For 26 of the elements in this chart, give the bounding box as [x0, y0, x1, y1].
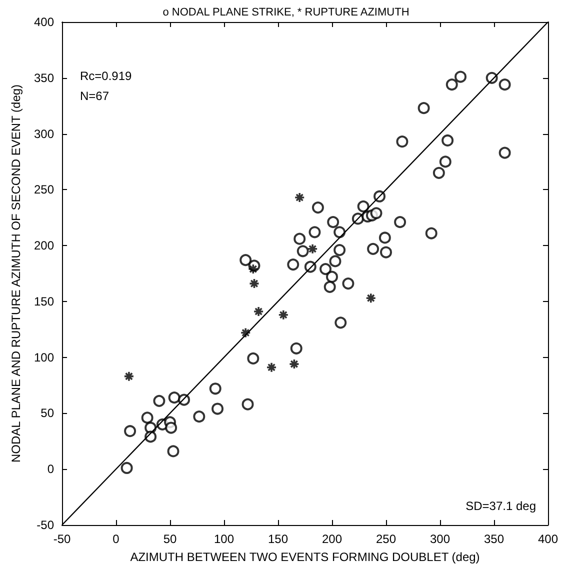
y-tick-label: 150 [34, 294, 54, 308]
x-tick-label: 100 [214, 532, 234, 546]
x-tick-label: 250 [376, 532, 396, 546]
x-axis-title: AZIMUTH BETWEEN TWO EVENTS FORMING DOUBLET (deg) [130, 550, 480, 564]
annotation: SD=37.1 deg [466, 499, 536, 513]
x-tick-label: 0 [112, 532, 120, 546]
y-tick-label: 300 [34, 126, 54, 141]
x-tick-label: 150 [268, 532, 288, 546]
x-tick-label: -50 [53, 532, 71, 546]
annotation: N=67 [80, 89, 110, 103]
y-tick-label: 200 [34, 238, 54, 253]
chart-title: o NODAL PLANE STRIKE, * RUPTURE AZIMUTH [162, 6, 410, 18]
x-tick-label: 350 [484, 532, 504, 546]
y-tick-label: 100 [34, 350, 54, 364]
annotation: Rc=0.919 [80, 69, 132, 83]
y-tick-label: -50 [36, 518, 54, 532]
y-axis-title: NODAL PLANE AND RUPTURE AZIMUTH OF SECOND EVENT (deg) [9, 84, 23, 463]
x-tick-label: 50 [163, 532, 177, 546]
y-tick-label: 350 [34, 70, 54, 85]
x-tick-label: 200 [322, 532, 342, 546]
y-tick-label: 0 [47, 462, 54, 476]
x-tick-label: 300 [430, 532, 450, 546]
y-tick-label: 400 [34, 15, 54, 29]
y-tick-label: 50 [40, 406, 54, 420]
x-tick-label: 400 [538, 532, 558, 546]
y-tick-label: 250 [34, 182, 54, 197]
